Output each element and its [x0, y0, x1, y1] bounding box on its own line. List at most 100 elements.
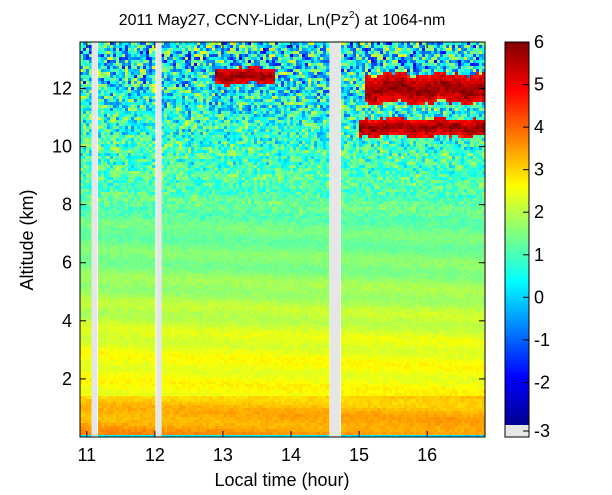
heatmap-cell — [128, 132, 132, 136]
heatmap-cell — [104, 189, 108, 193]
heatmap-cell — [128, 372, 132, 376]
heatmap-cell — [194, 198, 198, 202]
heatmap-cell — [83, 138, 87, 142]
heatmap-cell — [131, 396, 135, 400]
heatmap-cell — [119, 105, 123, 109]
heatmap-cell — [203, 171, 207, 175]
heatmap-cell — [80, 150, 84, 154]
heatmap-cell — [83, 54, 87, 58]
heatmap-cell — [101, 261, 105, 265]
heatmap-cell — [134, 105, 138, 109]
heatmap-cell — [104, 333, 108, 337]
heatmap-cell — [182, 135, 186, 139]
heatmap-cell — [113, 321, 117, 325]
heatmap-cell — [146, 54, 150, 58]
heatmap-cell — [182, 426, 186, 430]
heatmap-cell — [200, 351, 204, 355]
heatmap-cell — [146, 240, 150, 244]
heatmap-cell — [146, 318, 150, 322]
heatmap-cell — [179, 219, 183, 223]
heatmap-cell — [194, 228, 198, 232]
heatmap-cell — [149, 402, 153, 406]
heatmap-cell — [83, 153, 87, 157]
heatmap-cell — [176, 243, 180, 247]
heatmap-cell — [188, 117, 192, 121]
heatmap-cell — [119, 210, 123, 214]
heatmap-cell — [107, 267, 111, 271]
heatmap-cell — [98, 57, 102, 61]
heatmap-cell — [194, 276, 198, 280]
heatmap-cell — [116, 198, 120, 202]
heatmap-cell — [164, 282, 168, 286]
heatmap-cell — [170, 237, 174, 241]
heatmap-cell — [116, 330, 120, 334]
heatmap-cell — [152, 201, 156, 205]
heatmap-cell — [101, 69, 105, 73]
heatmap-cell — [176, 81, 180, 85]
heatmap-cell — [176, 51, 180, 55]
heatmap-cell — [191, 210, 195, 214]
heatmap-cell — [140, 381, 144, 385]
heatmap-cell — [83, 354, 87, 358]
heatmap-cell — [86, 102, 90, 106]
heatmap-cell — [122, 414, 126, 418]
heatmap-cell — [137, 138, 141, 142]
heatmap-cell — [173, 387, 177, 391]
heatmap-cell — [125, 162, 129, 166]
heatmap-cell — [83, 411, 87, 415]
heatmap-cell — [185, 402, 189, 406]
heatmap-cell — [194, 297, 198, 301]
heatmap-cell — [176, 204, 180, 208]
heatmap-cell — [134, 180, 138, 184]
heatmap-cell — [143, 348, 147, 352]
heatmap-cell — [194, 165, 198, 169]
heatmap-cell — [137, 411, 141, 415]
heatmap-cell — [83, 378, 87, 382]
heatmap-cell — [179, 387, 183, 391]
heatmap-cell — [113, 396, 117, 400]
heatmap-cell — [98, 279, 102, 283]
heatmap-cell — [89, 408, 93, 412]
heatmap-cell — [83, 183, 87, 187]
heatmap-cell — [197, 264, 201, 268]
heatmap-cell — [104, 195, 108, 199]
heatmap-cell — [101, 405, 105, 409]
heatmap-cell — [131, 114, 135, 118]
heatmap-cell — [110, 321, 114, 325]
heatmap-cell — [137, 426, 141, 430]
heatmap-cell — [167, 102, 171, 106]
heatmap-cell — [140, 183, 144, 187]
heatmap-cell — [134, 120, 138, 124]
heatmap-cell — [146, 204, 150, 208]
heatmap-cell — [125, 264, 129, 268]
heatmap-cell — [188, 348, 192, 352]
heatmap-cell — [83, 111, 87, 115]
heatmap-cell — [143, 270, 147, 274]
heatmap-cell — [170, 123, 174, 127]
heatmap-cell — [143, 429, 147, 433]
heatmap-cell — [80, 57, 84, 61]
heatmap-cell — [167, 213, 171, 217]
heatmap-cell — [194, 321, 198, 325]
heatmap-cell — [122, 72, 126, 76]
heatmap-cell — [128, 336, 132, 340]
heatmap-cell — [140, 126, 144, 130]
heatmap-cell — [140, 363, 144, 367]
heatmap-cell — [194, 81, 198, 85]
heatmap-cell — [143, 381, 147, 385]
heatmap-cell — [197, 78, 201, 82]
heatmap-cell — [146, 171, 150, 175]
heatmap-cell — [83, 375, 87, 379]
heatmap-cell — [83, 219, 87, 223]
heatmap-cell — [86, 270, 90, 274]
heatmap-cell — [179, 393, 183, 397]
heatmap-cell — [170, 72, 174, 76]
heatmap-cell — [200, 210, 204, 214]
heatmap-cell — [122, 147, 126, 151]
heatmap-cell — [194, 147, 198, 151]
heatmap-cell — [137, 183, 141, 187]
heatmap-cell — [170, 363, 174, 367]
heatmap-cell — [191, 141, 195, 145]
heatmap-cell — [83, 276, 87, 280]
heatmap-cell — [161, 81, 165, 85]
